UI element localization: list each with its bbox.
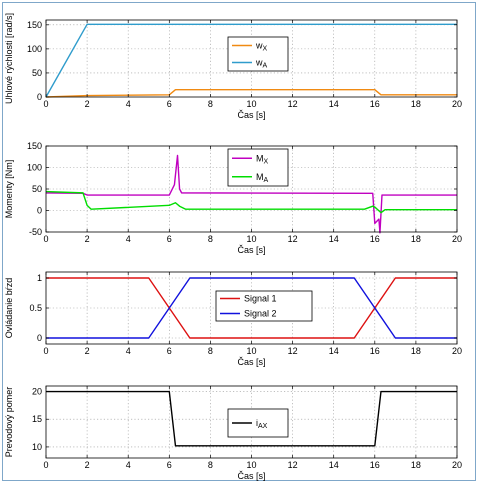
x-tick-label: 2 <box>85 460 90 470</box>
x-tick-label: 8 <box>208 346 213 356</box>
x-tick-label: 8 <box>208 460 213 470</box>
x-axis-label: Čas [s] <box>237 245 265 255</box>
x-tick-label: 18 <box>411 99 421 109</box>
x-tick-label: 18 <box>411 460 421 470</box>
x-tick-label: 4 <box>126 99 131 109</box>
x-axis-label: Čas [s] <box>237 357 265 367</box>
x-tick-label: 4 <box>126 234 131 244</box>
x-tick-label: 10 <box>246 99 256 109</box>
series-line-1 <box>46 390 457 447</box>
chart-1: 0 2 4 6 8 10 12 14 16 18 20 0 50 100 150 Čas [s] Uhlové … <box>4 13 462 120</box>
y-tick-label: 100 <box>27 163 42 173</box>
legend: Signal 1 Signal 2 <box>215 290 313 322</box>
x-tick-label: 8 <box>208 234 213 244</box>
y-tick-label: 0 <box>37 333 42 343</box>
series-line-1 <box>45 154 457 234</box>
x-tick-label: 20 <box>452 346 462 356</box>
x-tick-label: 20 <box>452 99 462 109</box>
x-tick-label: 2 <box>85 234 90 244</box>
x-tick-label: 14 <box>329 346 339 356</box>
y-tick-label: 150 <box>27 20 42 30</box>
y-tick-label: 1 <box>37 273 42 283</box>
y-tick-label: 150 <box>27 141 42 151</box>
x-tick-label: 12 <box>288 99 298 109</box>
series-line-1 <box>46 277 457 339</box>
legend-label: Signal 2 <box>244 309 277 319</box>
y-tick-label: 10 <box>32 442 42 452</box>
x-tick-label: 20 <box>452 460 462 470</box>
x-tick-label: 4 <box>126 346 131 356</box>
x-tick-label: 16 <box>370 99 380 109</box>
x-tick-label: 0 <box>43 460 48 470</box>
x-tick-label: 6 <box>167 346 172 356</box>
x-tick-label: 14 <box>329 460 339 470</box>
x-tick-label: 18 <box>411 346 421 356</box>
x-tick-label: 6 <box>167 460 172 470</box>
legend: iAX <box>227 408 289 438</box>
chart-3: 0 2 4 6 8 10 12 14 16 18 20 0 0.5 1 Čas [s] Ovládanie b… <box>4 271 462 367</box>
x-tick-label: 2 <box>85 346 90 356</box>
x-tick-label: 12 <box>288 234 298 244</box>
y-axis-label: Prevodový pomer <box>4 387 14 458</box>
x-tick-label: 10 <box>246 234 256 244</box>
series-line-2 <box>46 277 457 339</box>
x-axis-label: Čas [s] <box>237 471 265 481</box>
x-tick-label: 0 <box>43 346 48 356</box>
x-tick-label: 16 <box>370 234 380 244</box>
x-tick-label: 10 <box>246 346 256 356</box>
y-tick-label: 0.5 <box>29 303 42 313</box>
x-tick-label: 0 <box>43 234 48 244</box>
legend-box <box>215 290 313 322</box>
legend-label: Signal 1 <box>244 294 277 304</box>
x-tick-label: 18 <box>411 234 421 244</box>
y-tick-label: 50 <box>32 68 42 78</box>
x-tick-label: 10 <box>246 460 256 470</box>
chart-4: 0 2 4 6 8 10 12 14 16 18 20 10 15 20 Čas [s] Prevodový … <box>4 385 462 481</box>
x-tick-label: 6 <box>167 99 172 109</box>
y-tick-label: 0 <box>37 206 42 216</box>
y-tick-label: 0 <box>37 92 42 102</box>
x-tick-label: 16 <box>370 346 380 356</box>
x-tick-label: 6 <box>167 234 172 244</box>
x-tick-label: 12 <box>288 346 298 356</box>
y-axis-label: Uhlové rýchlosti [rad/s] <box>4 13 14 104</box>
x-tick-label: 16 <box>370 460 380 470</box>
series-line-2 <box>45 23 457 98</box>
x-tick-label: 12 <box>288 460 298 470</box>
series-line-2 <box>45 190 457 214</box>
y-tick-label: 15 <box>32 414 42 424</box>
legend-box <box>227 148 289 187</box>
legend-box <box>227 36 289 72</box>
x-tick-label: 14 <box>329 99 339 109</box>
x-axis-label: Čas [s] <box>237 110 265 120</box>
x-tick-label: 20 <box>452 234 462 244</box>
y-tick-label: 100 <box>27 44 42 54</box>
y-tick-label: 20 <box>32 387 42 397</box>
x-tick-label: 8 <box>208 99 213 109</box>
x-tick-label: 4 <box>126 460 131 470</box>
y-tick-label: -50 <box>29 227 42 237</box>
figure-frame <box>2 2 476 481</box>
legend-label: iAX <box>256 418 268 430</box>
y-axis-label: Ovládanie bŕzd <box>4 278 14 339</box>
y-tick-label: 50 <box>32 184 42 194</box>
x-tick-label: 2 <box>85 99 90 109</box>
x-tick-label: 0 <box>43 99 48 109</box>
x-tick-label: 14 <box>329 234 339 244</box>
y-axis-label: Momenty [Nm] <box>4 160 14 219</box>
